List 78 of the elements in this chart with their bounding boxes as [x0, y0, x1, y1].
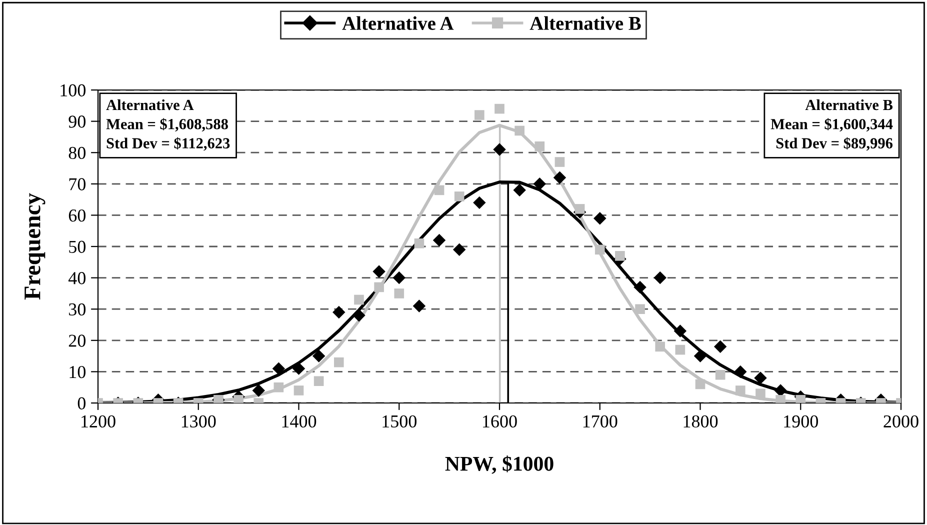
y-tick-label: 100	[60, 84, 86, 96]
x-tick-label: 1200	[82, 415, 116, 428]
point	[352, 308, 366, 322]
y-tick-label: 40	[68, 272, 86, 284]
point	[553, 171, 566, 184]
point	[332, 306, 346, 319]
y-tick-label: 60	[68, 209, 86, 222]
point	[474, 110, 484, 120]
point	[452, 243, 466, 256]
point	[796, 394, 806, 403]
point	[234, 394, 244, 403]
point	[252, 384, 265, 397]
y-tick-label: 0	[78, 397, 86, 410]
point	[654, 271, 666, 284]
x-tick-label: 1700	[583, 415, 618, 428]
point	[756, 388, 766, 399]
point	[714, 340, 727, 354]
annotation: Alternative B Mean = $1,600,344 Std Dev = $89,996	[770, 99, 893, 151]
x-tick-label: 1600	[483, 415, 517, 428]
point	[394, 288, 404, 298]
x-tick-label: 1400	[282, 415, 316, 428]
point	[695, 379, 706, 390]
x-tick-label: 1900	[784, 415, 818, 428]
legend-label: Alternative B	[530, 16, 641, 30]
point	[513, 184, 526, 197]
point	[635, 304, 645, 314]
point	[514, 126, 524, 136]
point	[294, 386, 304, 396]
y-axis-title: Frequency	[24, 193, 46, 300]
point	[594, 212, 606, 225]
point	[292, 362, 306, 375]
point	[735, 386, 746, 396]
point	[533, 178, 546, 190]
point	[392, 271, 406, 284]
point	[675, 344, 686, 355]
point	[574, 204, 585, 214]
annotation: Alternative A Mean = $1,608,588 Std Dev = $112,623	[106, 99, 230, 151]
y-tick-label: 90	[68, 116, 86, 128]
point	[312, 350, 326, 362]
point	[494, 104, 504, 114]
y-tick-label: 30	[69, 303, 86, 316]
x-tick-label: 2000	[884, 415, 918, 428]
point	[374, 282, 384, 292]
point	[493, 143, 506, 156]
point	[594, 244, 605, 255]
point	[354, 294, 364, 305]
y-tick-label: 10	[70, 366, 86, 378]
point	[694, 350, 707, 362]
point	[434, 185, 444, 196]
y-tick-label: 20	[68, 334, 86, 347]
y-tick-label: 70	[69, 178, 86, 190]
legend-label: Alternative A	[342, 16, 454, 30]
point	[615, 250, 625, 261]
x-axis-title: NPW, $1000	[445, 456, 554, 474]
point	[534, 141, 545, 152]
y-tick-label: 50	[69, 240, 86, 253]
point	[272, 362, 286, 375]
point	[314, 376, 324, 386]
point	[414, 238, 424, 248]
point	[334, 357, 344, 368]
y-tick-label: 80	[68, 146, 86, 160]
point	[715, 370, 726, 380]
point	[754, 372, 767, 384]
x-tick-label: 1300	[182, 415, 216, 428]
point	[432, 234, 446, 247]
point	[674, 324, 687, 338]
point	[473, 196, 486, 210]
x-tick-label: 1500	[382, 415, 416, 428]
point	[634, 280, 646, 294]
point	[734, 365, 747, 378]
point	[372, 265, 386, 278]
point	[454, 192, 464, 202]
point	[776, 394, 786, 403]
x-tick-label: 1800	[684, 415, 718, 428]
point	[274, 382, 284, 392]
point	[554, 157, 565, 167]
point	[412, 300, 426, 312]
point	[655, 342, 666, 352]
